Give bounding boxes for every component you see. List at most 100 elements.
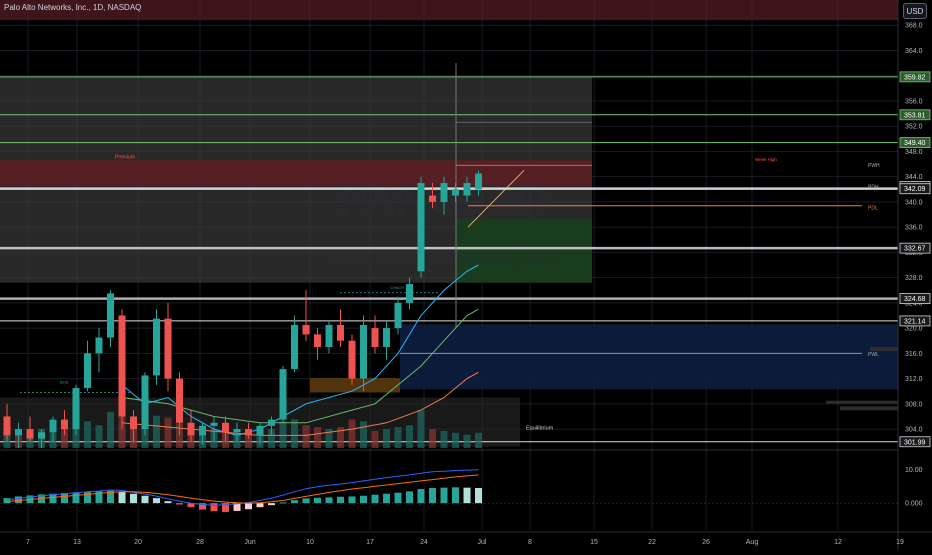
candle-body	[440, 182, 448, 202]
candle-body	[164, 318, 172, 379]
candle-body	[337, 324, 344, 341]
time-axis-tick-label: 7	[26, 539, 30, 546]
macd-histogram-bar	[314, 497, 321, 504]
candle-body	[26, 429, 34, 439]
candle-body	[222, 422, 229, 433]
macd-histogram-bar	[452, 487, 459, 504]
price-label-text: 359.82	[904, 74, 926, 81]
signal-line	[6, 474, 479, 504]
pwl-label: PWL	[868, 352, 879, 358]
time-axis-tick-label: 17	[366, 539, 374, 546]
macd-histogram-bar	[279, 502, 287, 504]
time-axis-tick-label: 28	[196, 539, 204, 546]
macd-histogram-bar	[84, 491, 91, 504]
macd-histogram-bar	[463, 487, 471, 504]
price-label-text: 342.09	[904, 186, 926, 193]
macd-histogram-bar	[164, 501, 172, 504]
candle-body	[429, 195, 436, 202]
time-axis-tick-label: 8	[528, 539, 532, 546]
price-label-text: 349.40	[904, 140, 926, 147]
macd-histogram-bar	[3, 498, 11, 504]
volume-bar	[84, 421, 91, 448]
price-label-text: 353.81	[904, 112, 926, 119]
macd-histogram-bar	[130, 493, 137, 504]
pwh-label: PWH	[868, 163, 880, 169]
currency-button[interactable]: USD	[903, 3, 927, 19]
volume-bar	[348, 419, 356, 448]
time-axis-tick-label: 26	[702, 539, 710, 546]
time-axis-tick-label: 10	[306, 539, 314, 546]
macd-histogram-bar	[141, 495, 149, 504]
price-label-box	[899, 242, 931, 254]
price-axis-tick-label: 308.0	[905, 401, 923, 408]
trend-line	[467, 170, 525, 228]
price-axis-tick-label: 344.0	[905, 174, 923, 181]
demand-zone	[456, 218, 592, 283]
premium-label: Premium	[115, 154, 135, 160]
candle-body	[176, 378, 183, 423]
choch-label: CHoCH	[390, 285, 404, 290]
time-axis-tick-label: 20	[134, 539, 142, 546]
macd-histogram-bar	[348, 496, 356, 504]
price-label-box	[899, 293, 931, 304]
volume-bar	[475, 432, 482, 448]
macd-histogram-bar	[291, 500, 298, 504]
volume-bar	[417, 410, 425, 448]
volume-bar	[118, 413, 126, 448]
time-axis-tick-label: 15	[590, 539, 598, 546]
price-label-box	[899, 71, 931, 83]
macd-axis-tick-label: 10.00	[905, 467, 923, 474]
candle-body	[3, 416, 11, 436]
candle-body	[199, 425, 206, 436]
candle-body	[371, 328, 379, 348]
candle-body	[475, 173, 482, 190]
candle-body	[84, 353, 91, 389]
candle-body	[245, 429, 252, 436]
macd-histogram-bar	[406, 491, 413, 504]
volume-bar	[291, 419, 298, 448]
candle-body	[38, 432, 45, 439]
candle-body	[49, 419, 57, 433]
candle-body	[61, 419, 68, 430]
volume-bar	[153, 415, 160, 448]
macd-histogram-bar	[222, 503, 229, 512]
volume-bar	[429, 429, 436, 448]
price-axis-tick-label: 348.0	[905, 149, 923, 156]
volume-bar	[337, 427, 344, 448]
time-axis-tick-label: 19	[896, 539, 904, 546]
price-label-text: 332.67	[904, 246, 926, 253]
volume-bar	[302, 425, 310, 448]
macd-histogram-bar	[440, 487, 448, 504]
price-axis-tick-label: 336.0	[905, 225, 923, 232]
price-label-text: 321.14	[904, 318, 926, 325]
price-label-text: 301.99	[904, 439, 926, 446]
candle-body	[141, 375, 149, 430]
price-axis-tick-label: 364.0	[905, 48, 923, 55]
macd-histogram-bar	[61, 493, 68, 504]
candle-body	[233, 429, 241, 433]
price-axis-tick-label: 328.0	[905, 275, 923, 282]
macd-histogram-bar	[302, 498, 310, 504]
volume-bar	[406, 425, 413, 448]
candle-body	[72, 388, 80, 430]
pdl-label: PDL	[868, 205, 878, 211]
price-axis-tick-label: 352.0	[905, 124, 923, 131]
macd-histogram-bar	[72, 492, 80, 504]
candle-body	[210, 422, 218, 426]
discount-zone	[400, 324, 898, 390]
price-axis-tick-label: 320.0	[905, 326, 923, 333]
macd-histogram-bar	[475, 488, 482, 504]
macd-histogram-bar	[176, 503, 183, 505]
ma-fast-line	[121, 264, 479, 436]
volume-bar	[95, 425, 103, 448]
macd-histogram-bar	[49, 493, 57, 504]
candle-body	[463, 182, 471, 196]
macd-histogram-bar	[360, 495, 367, 504]
price-label-box	[899, 315, 931, 327]
macd-histogram-bar	[95, 491, 103, 504]
volume-bar	[325, 429, 333, 448]
candle-body	[256, 425, 264, 436]
volume-bar	[314, 427, 321, 448]
